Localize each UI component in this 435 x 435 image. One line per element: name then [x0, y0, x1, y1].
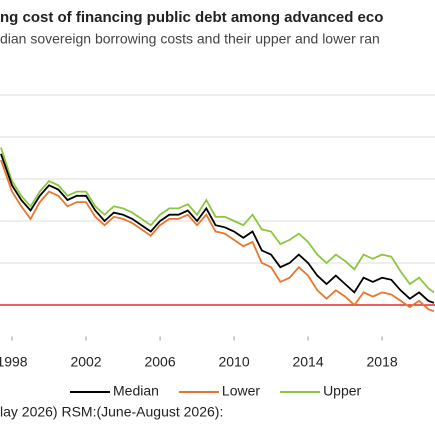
- footnote: lay 2026) RSM:(June-August 2026):: [0, 404, 223, 420]
- legend-label: Median: [113, 383, 159, 399]
- chart-subtitle: dian sovereign borrowing costs and their…: [0, 31, 380, 47]
- x-tick-label: 1998: [0, 354, 28, 370]
- legend-label: Upper: [323, 383, 361, 399]
- x-tick-label: 2018: [367, 354, 398, 370]
- legend-label: Lower: [222, 383, 260, 399]
- x-tick-label: 2014: [292, 354, 323, 370]
- chart-title: ng cost of financing public debt among a…: [0, 9, 383, 26]
- series-line: [0, 147, 435, 294]
- series-line: [0, 159, 435, 313]
- x-tick-label: 2010: [218, 354, 249, 370]
- x-tick-label: 2002: [70, 354, 101, 370]
- x-tick-label: 2006: [144, 354, 175, 370]
- series-line: [0, 153, 435, 304]
